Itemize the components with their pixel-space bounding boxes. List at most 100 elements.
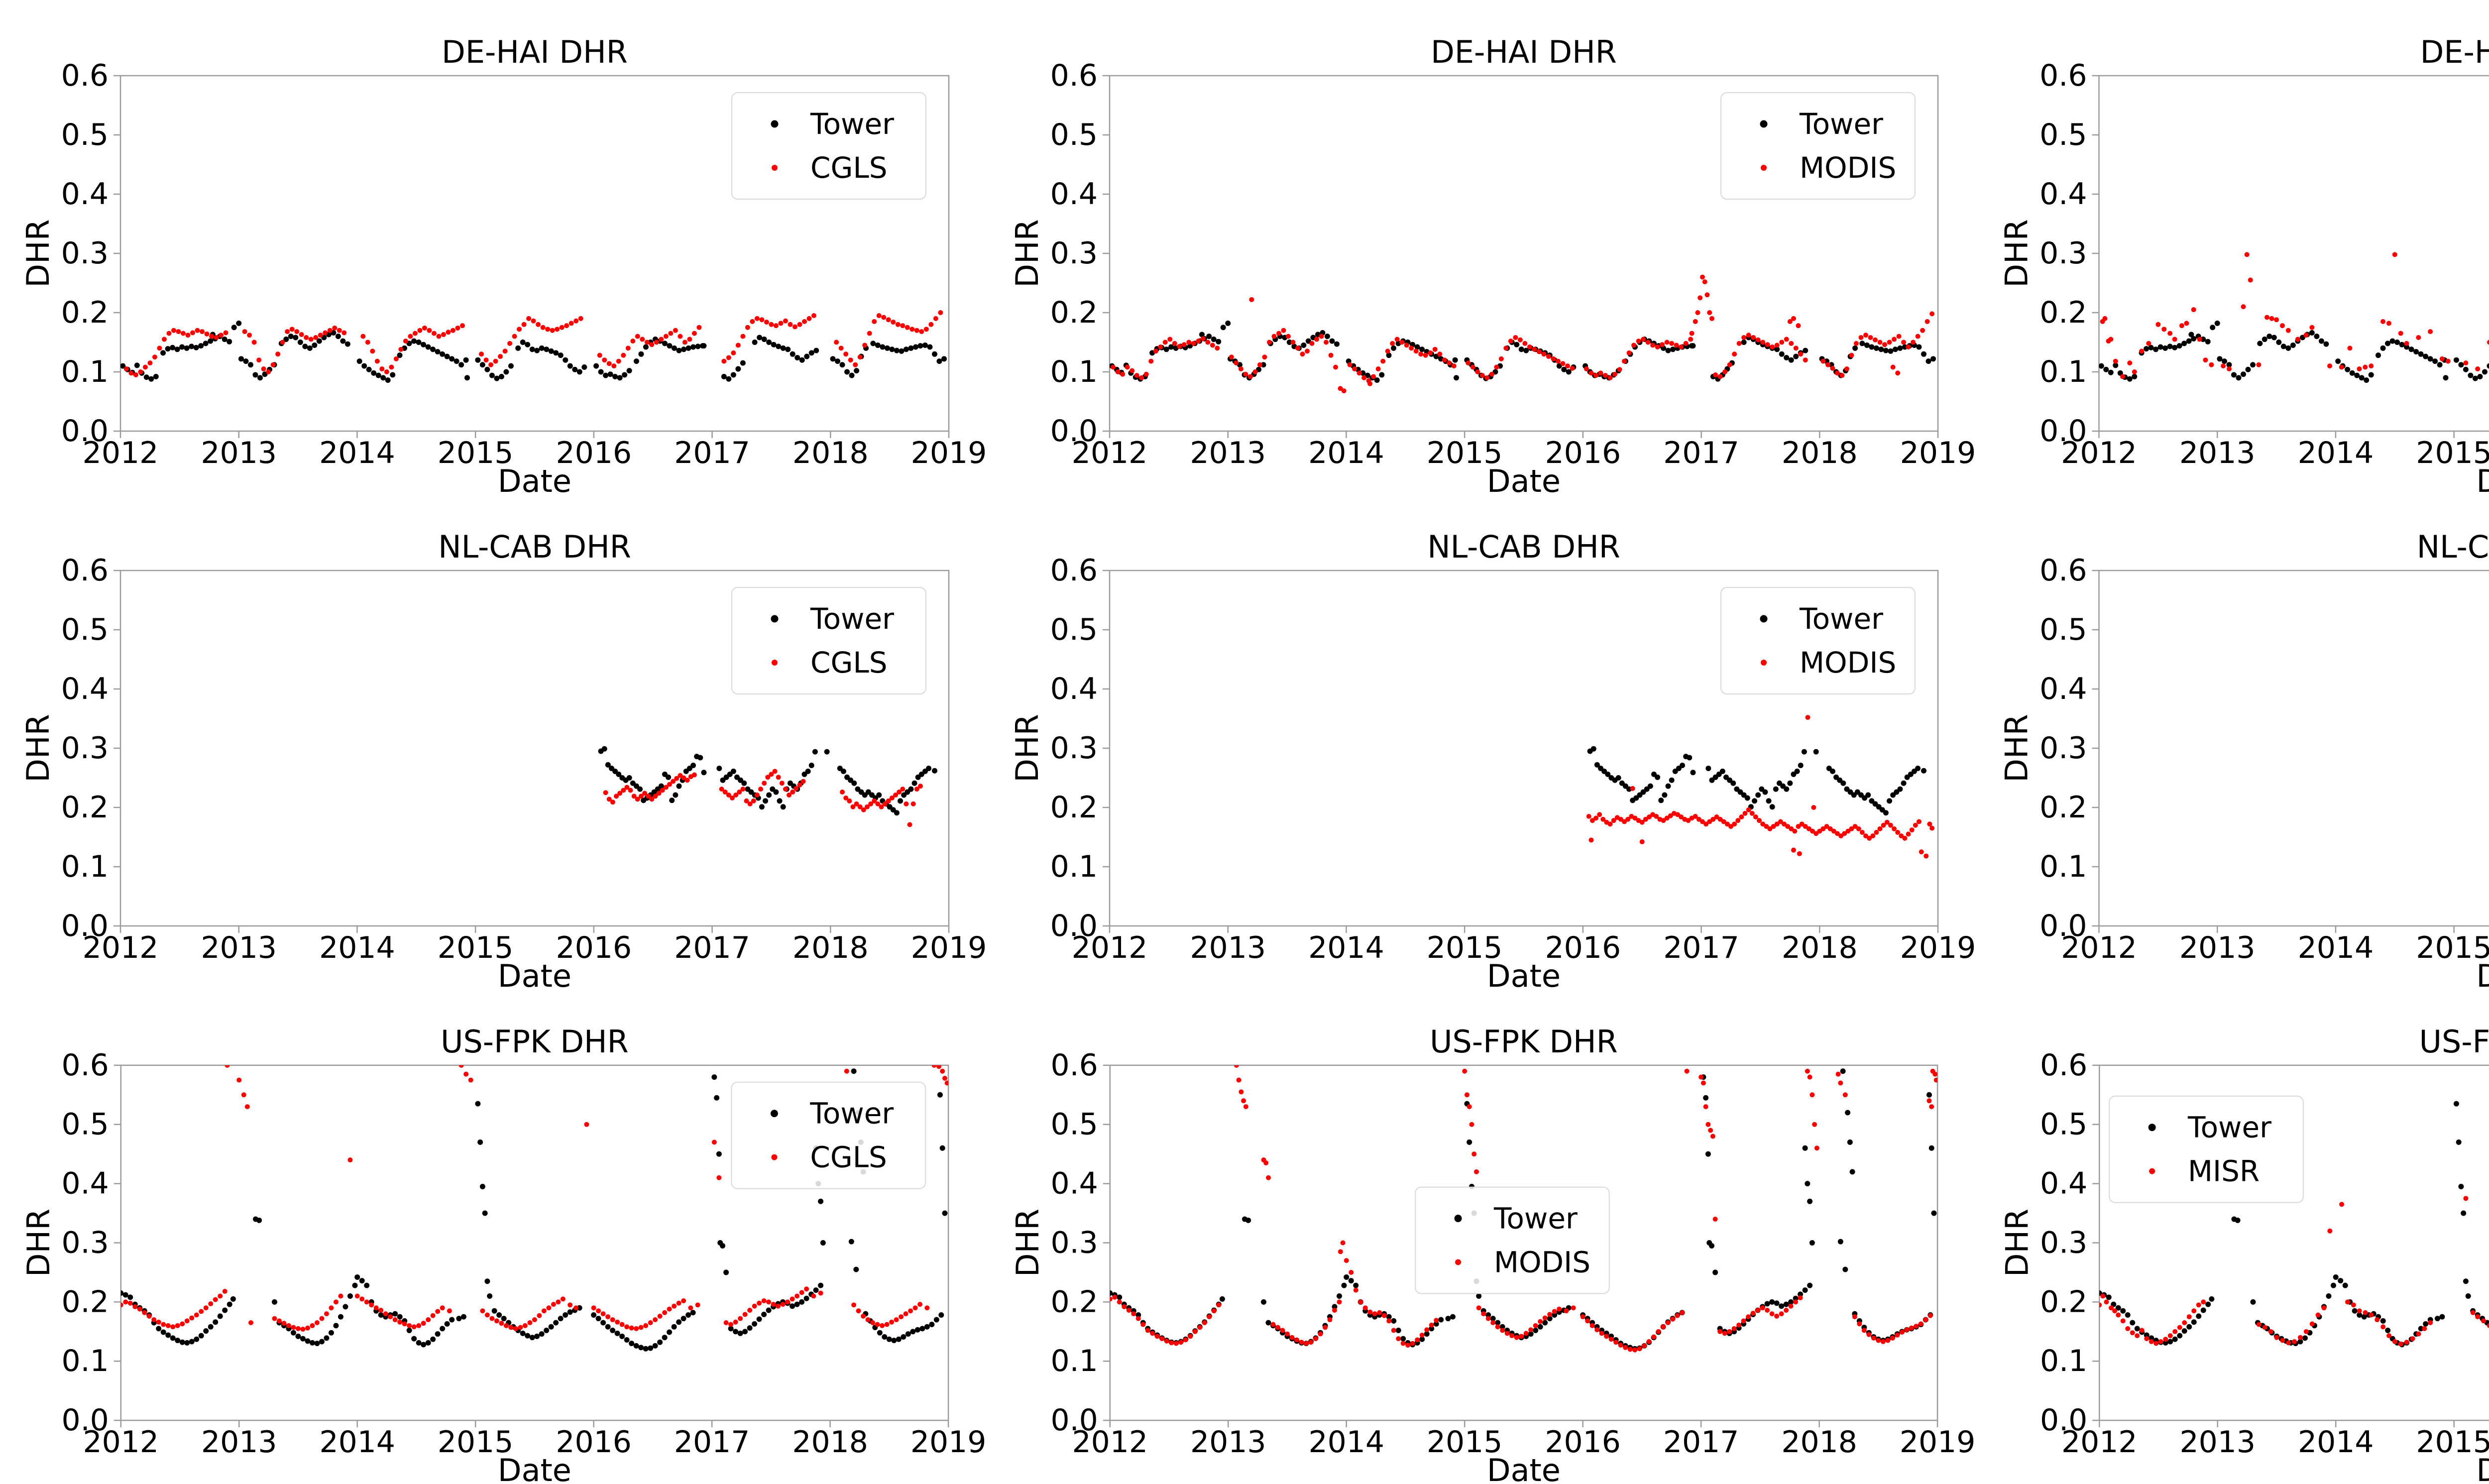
- y-tick-label: 0.6: [1050, 58, 1098, 93]
- x-axis-label: Date: [1487, 463, 1561, 495]
- y-tick-label: 0.0: [2040, 1403, 2087, 1438]
- plot-canvas-nl-cab-cgls: 2012 2013 2014 2015 2016 2017 2018 2019 0.0 0.1 0.…: [0, 495, 989, 990]
- plot-title: DE-HAI DHR: [2420, 34, 2489, 70]
- plot-canvas-nl-cab-modis: 2012 2013 2014 2015 2016 2017 2018 2019 0.0 0.1 0.…: [989, 495, 1978, 990]
- y-axis-label: DHR: [1009, 219, 1045, 287]
- y-tick-label: 0.1: [1050, 354, 1098, 389]
- subplot-us-fpk-modis: 2012 2013 2014 2015 2016 2017 2018 2019 0.0 0.1 0.…: [989, 990, 1978, 1484]
- y-tick-label: 0.0: [61, 414, 109, 449]
- x-tick-label: 2019: [911, 930, 987, 965]
- x-tick-label: 2014: [2298, 930, 2374, 965]
- legend-box: [1720, 92, 1916, 200]
- y-tick-label: 0.1: [61, 1344, 109, 1378]
- legend-marker-icon: [772, 165, 778, 171]
- y-tick-label: 0.3: [1050, 236, 1098, 271]
- y-tick-label: 0.3: [1050, 1225, 1098, 1260]
- x-tick-label: 2013: [201, 436, 277, 470]
- x-tick-label: 2012: [83, 930, 159, 965]
- y-tick-label: 0.2: [2039, 295, 2087, 330]
- y-tick-label: 0.3: [2039, 731, 2087, 766]
- y-tick-label: 0.4: [1050, 177, 1098, 212]
- x-tick-label: 2017: [1663, 930, 1739, 965]
- x-tick-label: 2016: [1545, 930, 1621, 965]
- x-tick-label: 2019: [1900, 1425, 1976, 1460]
- y-tick-label: 0.3: [61, 731, 109, 766]
- x-tick-label: 2013: [1190, 1425, 1266, 1460]
- x-tick-label: 2015: [1427, 930, 1503, 965]
- y-tick-label: 0.2: [61, 295, 109, 330]
- x-tick-label: 2014: [1308, 1425, 1384, 1460]
- axis-ticks: 2012 2013 2014 2015 2016 2017 2018 2019 0.0 0.1 0.…: [61, 58, 987, 470]
- x-tick-label: 2016: [1545, 436, 1621, 470]
- x-tick-label: 2013: [201, 930, 277, 965]
- x-tick-label: 2014: [1308, 436, 1384, 470]
- subplot-nl-cab-misr: 201220132014201520162017201820190.00.10.…: [1978, 495, 2489, 990]
- legend-marker-icon: [770, 1110, 778, 1118]
- x-tick-label: 2018: [792, 436, 869, 470]
- x-tick-label: 2015: [1427, 436, 1503, 470]
- y-tick-label: 0.5: [1050, 117, 1098, 152]
- series-cgls-points: [120, 1065, 949, 1332]
- y-axis-label: DHR: [1999, 1209, 2035, 1277]
- y-tick-label: 0.0: [61, 909, 109, 943]
- y-tick-label: 0.0: [61, 1403, 109, 1438]
- x-tick-label: 2012: [1072, 1425, 1148, 1460]
- series-tower-points: [598, 746, 937, 816]
- legend-box: [2109, 1095, 2304, 1203]
- series-modis-points: [1586, 715, 1935, 859]
- y-tick-label: 0.5: [2040, 1107, 2087, 1142]
- x-tick-label: 2018: [1782, 436, 1858, 470]
- legend-marker-icon: [2148, 1124, 2156, 1132]
- y-tick-label: 0.1: [61, 849, 109, 884]
- legend-box: [731, 587, 926, 694]
- y-axis-label: DHR: [1999, 219, 2035, 287]
- plot-title: NL-CAB DHR: [1427, 529, 1620, 565]
- legend-label: Tower: [810, 107, 894, 141]
- x-tick-label: 2012: [2061, 1425, 2138, 1460]
- legend: Tower MODIS: [1720, 92, 1916, 200]
- legend-marker-icon: [1455, 1259, 1462, 1265]
- x-axis-label: Date: [498, 958, 571, 990]
- subplot-nl-cab-cgls: 2012 2013 2014 2015 2016 2017 2018 2019 0.0 0.1 0.…: [0, 495, 989, 990]
- y-tick-label: 0.1: [2039, 849, 2087, 884]
- plot-canvas-de-hai-cgls: 2012 2013 2014 2015 2016 2017 2018 2019 0.0 0.1 0.…: [0, 0, 989, 495]
- legend-label: MODIS: [1800, 151, 1896, 185]
- plot-canvas-nl-cab-misr: 201220132014201520162017201820190.00.10.…: [1978, 495, 2489, 990]
- x-tick-label: 2012: [83, 436, 159, 470]
- legend: Tower CGLS: [731, 587, 926, 694]
- series-misr-points: [2100, 252, 2489, 379]
- y-tick-label: 0.6: [61, 58, 109, 93]
- x-axis-label: Date: [2476, 1453, 2489, 1484]
- subplot-nl-cab-modis: 2012 2013 2014 2015 2016 2017 2018 2019 0.0 0.1 0.…: [989, 495, 1978, 990]
- x-tick-label: 2012: [1072, 930, 1148, 965]
- subplot-us-fpk-cgls: 2012 2013 2014 2015 2016 2017 2018 2019 0.0 0.1 0.…: [0, 990, 989, 1484]
- y-tick-label: 0.6: [1050, 553, 1098, 588]
- plot-canvas-us-fpk-cgls: 2012 2013 2014 2015 2016 2017 2018 2019 0.0 0.1 0.…: [0, 990, 989, 1484]
- x-axis-label: Date: [2476, 463, 2489, 495]
- y-tick-label: 0.5: [1050, 1107, 1098, 1142]
- x-tick-label: 2014: [2298, 1425, 2374, 1460]
- y-tick-label: 0.0: [2039, 909, 2087, 943]
- legend-marker-icon: [1760, 615, 1768, 623]
- axis-ticks: 2012 2013 2014 2015 2016 2017 2018 2019 0.0 0.1 0.…: [1050, 553, 1976, 965]
- series-tower-points: [120, 320, 947, 383]
- x-tick-label: 2012: [1072, 436, 1148, 470]
- legend-marker-icon: [1761, 165, 1767, 171]
- x-tick-label: 2015: [438, 436, 514, 470]
- y-tick-label: 0.5: [61, 612, 109, 647]
- y-tick-label: 0.6: [61, 1048, 109, 1083]
- x-tick-label: 2018: [1781, 1425, 1857, 1460]
- plot-title: NL-CAB DHR: [438, 529, 631, 565]
- x-tick-label: 2015: [2416, 930, 2489, 965]
- y-tick-label: 0.2: [1050, 295, 1098, 330]
- legend: Tower CGLS: [731, 1081, 926, 1189]
- y-axis-label: DHR: [21, 1209, 57, 1277]
- legend-marker-icon: [1454, 1215, 1462, 1223]
- legend-label: MODIS: [1800, 646, 1896, 680]
- x-tick-label: 2017: [1663, 1425, 1739, 1460]
- legend-label: Tower: [2187, 1111, 2271, 1144]
- plot-title: US-FPK DHR: [1430, 1024, 1618, 1060]
- y-tick-label: 0.4: [2039, 672, 2087, 706]
- subplot-de-hai-misr: 201220132014201520162017201820190.00.10.…: [1978, 0, 2489, 495]
